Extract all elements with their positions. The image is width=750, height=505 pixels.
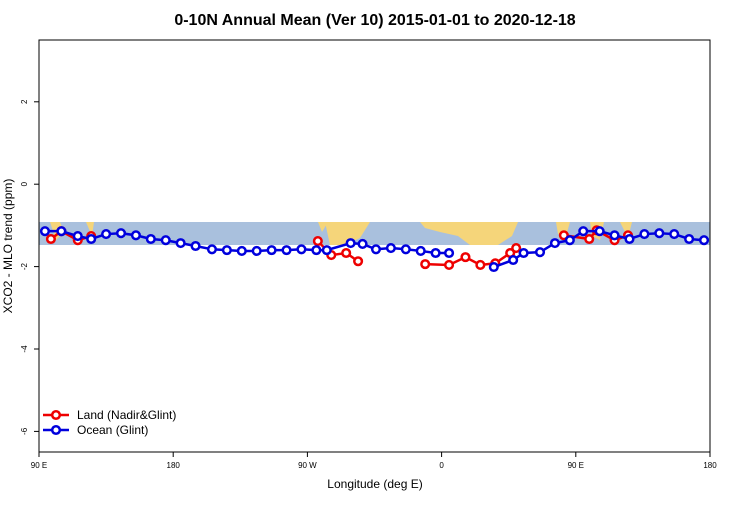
data-point [341,247,352,259]
x-tick-label: 90 E [31,461,47,470]
data-point [654,228,665,239]
data-point [115,228,127,239]
x-tick-label: 90 E [568,461,584,470]
data-point [444,259,455,271]
data-point [312,236,323,247]
legend: Land (Nadir&Glint)Ocean (Glint) [43,408,176,437]
x-tick-label: 180 [167,461,181,470]
legend-marker [50,424,62,436]
y-tick-label: 0 [20,181,29,186]
data-point [190,240,201,252]
data-point [549,238,560,249]
data-point [357,238,368,249]
data-point [101,229,112,240]
series-line [44,229,450,255]
data-point [444,247,455,259]
y-tick-label: -2 [20,262,29,270]
legend-label: Ocean (Glint) [77,423,148,437]
legend-label: Land (Nadir&Glint) [77,408,176,422]
data-point [236,245,247,256]
y-axis-label: XCO2 - MLO trend (ppm) [1,179,15,314]
data-point [639,229,650,240]
data-point [86,233,97,245]
legend-marker [50,409,62,421]
data-point [511,243,522,254]
data-point [145,233,156,245]
data-point [130,230,141,241]
data-point [400,244,411,255]
data-point [175,238,186,249]
data-point [460,252,471,263]
data-point [39,226,51,237]
data-point [266,245,277,256]
data-point [624,233,635,245]
data-point [609,230,620,241]
x-tick-label: 180 [703,461,717,470]
y-tick-label: 2 [20,99,29,104]
data-point [370,244,382,255]
data-point [578,226,589,237]
data-point [206,244,218,255]
data-point [594,226,605,237]
y-tick-label: -6 [20,427,29,435]
data-point [251,245,262,256]
data-point [488,261,499,273]
data-point [56,226,67,237]
data-point [45,233,56,245]
data-point [345,238,356,249]
x-tick-label: 0 [439,461,444,470]
y-tick-label: -4 [20,345,29,353]
data-point [669,229,680,240]
data-point [420,259,431,270]
data-point [564,235,575,246]
x-axis-label: Longitude (deg E) [327,477,422,491]
data-point [160,235,171,246]
x-tick-label: 90 W [298,461,317,470]
data-point [296,244,307,255]
data-point [311,245,322,256]
data-point [415,245,426,256]
data-point [321,245,332,256]
data-point [72,231,83,242]
data-point [281,245,292,256]
chart-title: 0-10N Annual Mean (Ver 10) 2015-01-01 to… [174,12,575,29]
data-point [698,235,710,246]
data-point [353,256,364,267]
plot-frame [38,39,711,453]
data-point [385,243,396,254]
data-point [518,247,529,259]
data-point [534,247,546,258]
data-point [221,245,232,256]
data-point [558,230,569,241]
data-point [684,233,695,245]
data-point [475,259,486,271]
data-point [430,247,441,259]
data-point [508,254,519,266]
data-point [584,233,595,245]
